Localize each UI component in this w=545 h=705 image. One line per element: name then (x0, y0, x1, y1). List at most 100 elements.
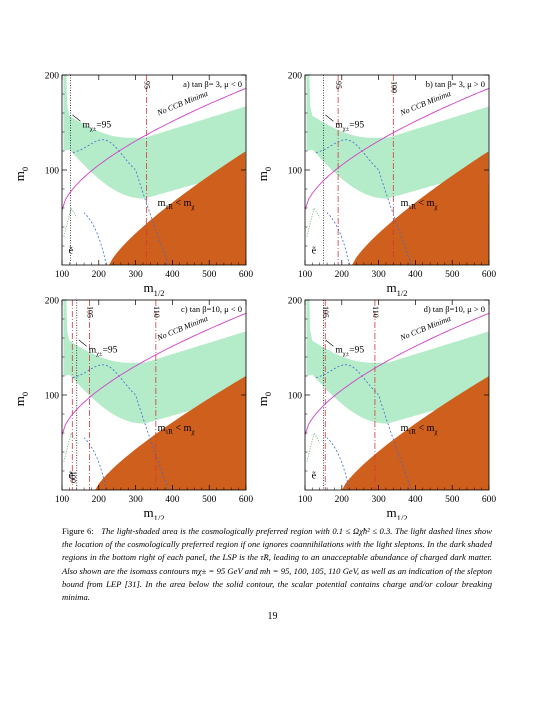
x-tick-label: 300 (371, 495, 386, 505)
y-tick-label: 200 (288, 297, 303, 307)
y-tick-label: 200 (45, 72, 60, 82)
no-coannihilation-contour (72, 364, 180, 490)
x-tick-label: 100 (55, 270, 70, 280)
chargino-label: mχ±=95 (89, 345, 118, 357)
ccb-contour (305, 312, 489, 436)
stau-lsp-region (95, 376, 246, 490)
cosmological-region (63, 75, 246, 199)
cosmological-region (306, 300, 489, 424)
ccb-contour (305, 87, 489, 211)
panel-plot-area (62, 300, 246, 490)
panel-plot-area (62, 75, 246, 265)
x-tick-label: 200 (92, 270, 107, 280)
stau-lsp-region (341, 376, 489, 490)
panel-label: c) tan β=10, μ < 0 (181, 304, 242, 314)
panel-plot-area (305, 75, 489, 265)
slepton-bound-line (63, 432, 78, 462)
x-tick-label: 600 (482, 495, 497, 505)
x-tick-label: 400 (165, 270, 180, 280)
higgs-label: 95 (143, 81, 152, 89)
panel-d: 100 200 300 400 500 600 100 200 m1/2 m0 d) tan β=1… (255, 297, 496, 521)
y-axis-label: m0 (12, 392, 30, 406)
x-tick-label: 500 (445, 495, 460, 505)
stau-lsp-region (352, 151, 489, 265)
caption-lead: Figure 6: (62, 526, 94, 536)
selectron-label: ẽ (312, 246, 317, 257)
y-tick-label: 100 (288, 167, 303, 177)
x-tick-label: 300 (128, 495, 143, 505)
no-coannihilation-contour-low (83, 437, 107, 490)
chargino-label: mχ±=95 (335, 345, 364, 357)
higgs-label: 110 (152, 306, 161, 318)
higgs-label: 105 (86, 306, 95, 318)
y-tick-label: 100 (288, 392, 303, 402)
cosmological-region (306, 75, 489, 199)
x-tick-label: 100 (55, 495, 70, 505)
panel-label: b) tan β= 3, μ > 0 (426, 79, 485, 89)
figure-caption: Figure 6: The light-shaded area is the c… (62, 525, 492, 604)
panel-label: a) tan β= 3, μ < 0 (183, 79, 242, 89)
x-tick-label: 600 (482, 270, 497, 280)
no-coannihilation-contour-low (326, 437, 350, 490)
panel-plot-area (305, 300, 489, 490)
ccb-contour (62, 87, 246, 211)
y-tick-label: 100 (45, 167, 60, 177)
higgs-label: 95 (334, 81, 343, 89)
y-tick-label: 200 (45, 297, 60, 307)
panel-c: 100 200 300 400 500 600 100 200 m1/2 m0 c) tan β=1… (12, 297, 253, 521)
x-tick-label: 200 (335, 495, 350, 505)
x-tick-label: 300 (371, 270, 386, 280)
y-axis-label: m0 (255, 392, 273, 406)
no-coannihilation-contour (315, 364, 423, 490)
x-tick-label: 400 (408, 270, 423, 280)
x-axis-label: m1/2 (387, 505, 408, 520)
stau-lsp-region (109, 151, 246, 265)
x-tick-label: 300 (128, 270, 143, 280)
slepton-bound-line (306, 432, 321, 462)
x-tick-label: 400 (408, 495, 423, 505)
higgs-label: 110 (371, 306, 380, 318)
higgs-label: 100 (389, 81, 398, 93)
no-coannihilation-contour-low (326, 212, 350, 265)
x-axis-label: m1/2 (144, 505, 165, 520)
panel-a: 100 200 300 400 500 600 100 200 m1/2 m0 a) tan β= … (12, 72, 253, 299)
figure-panels: 100 200 300 400 500 600 100 200 m1/2 m0 a) tan β= … (12, 72, 496, 521)
page-number: 19 (267, 611, 278, 622)
x-tick-label: 100 (298, 270, 313, 280)
ccb-label: No CCB Minima (398, 314, 452, 343)
selectron-label: ẽ (69, 471, 74, 482)
chargino-label: mχ±=95 (82, 120, 111, 132)
cosmological-region (63, 300, 246, 424)
x-tick-label: 600 (239, 270, 254, 280)
no-coannihilation-contour (315, 139, 423, 265)
caption-body: The light-shaded area is the cosmologica… (62, 526, 492, 603)
no-coannihilation-contour (72, 139, 180, 265)
y-axis-label: m0 (12, 167, 30, 181)
x-axis-label: m1/2 (144, 280, 165, 298)
x-tick-label: 500 (445, 270, 460, 280)
x-tick-label: 500 (202, 495, 217, 505)
x-tick-label: 200 (92, 495, 107, 505)
higgs-label: 105 (321, 306, 330, 318)
slepton-bound-line (63, 207, 78, 237)
selectron-label: ẽ (69, 246, 74, 257)
higgs-label: 100 (68, 471, 77, 483)
selectron-label: ẽ (312, 471, 317, 482)
chargino-label: mχ±=95 (335, 120, 364, 132)
ccb-label: No CCB Minima (155, 314, 209, 343)
x-tick-label: 500 (202, 270, 217, 280)
panel-b: 100 200 300 400 500 600 100 200 m1/2 m0 b) tan β= … (255, 72, 496, 299)
panel-label: d) tan β=10, μ > 0 (424, 304, 485, 314)
x-tick-label: 100 (298, 495, 313, 505)
slepton-bound-line (306, 207, 321, 237)
no-coannihilation-contour-low (83, 212, 107, 265)
x-tick-label: 200 (335, 270, 350, 280)
x-tick-label: 400 (165, 495, 180, 505)
y-tick-label: 200 (288, 72, 303, 82)
ccb-label: No CCB Minima (155, 89, 209, 118)
y-axis-label: m0 (255, 167, 273, 181)
ccb-label: No CCB Minima (398, 89, 452, 118)
x-tick-label: 600 (239, 495, 254, 505)
ccb-contour (62, 312, 246, 436)
y-tick-label: 100 (45, 392, 60, 402)
